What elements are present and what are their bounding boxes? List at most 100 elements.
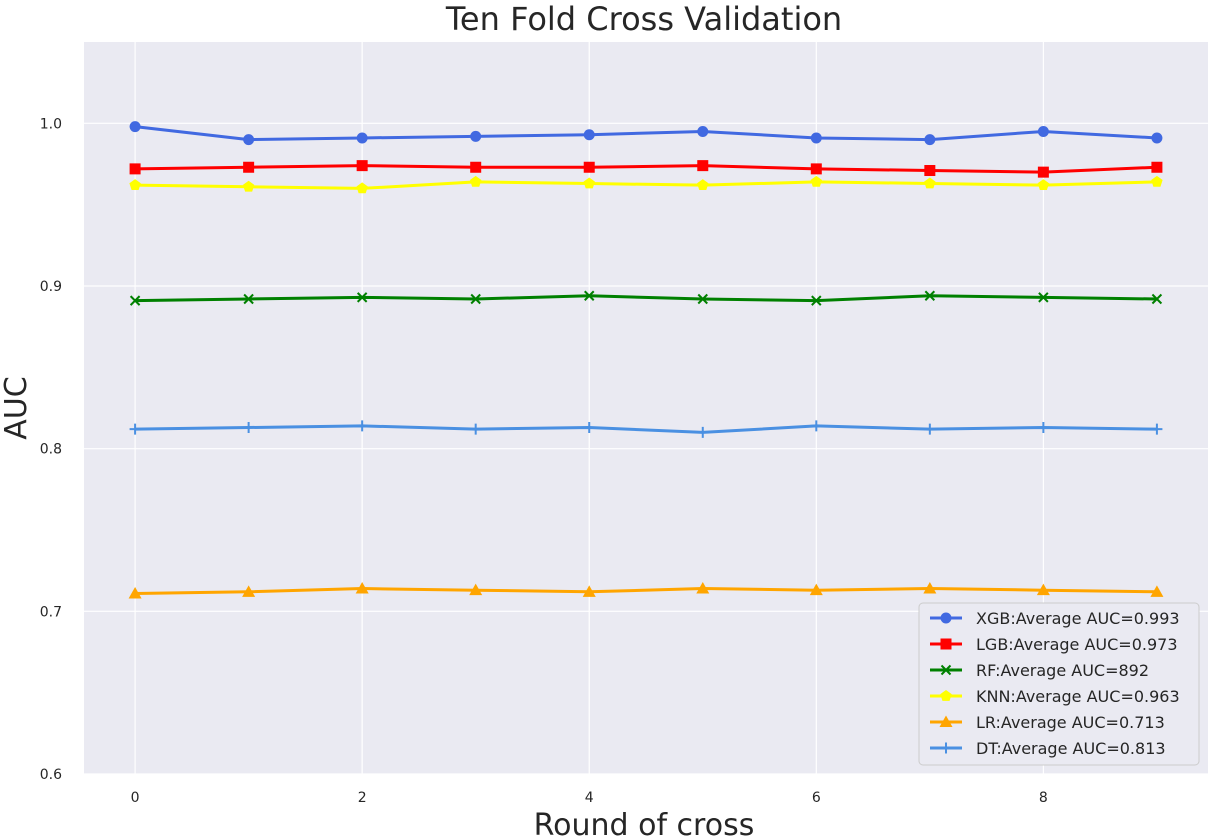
data-point <box>811 295 822 306</box>
data-point <box>583 422 595 434</box>
data-point <box>469 175 482 187</box>
data-point <box>810 420 822 432</box>
legend-marker <box>940 742 952 754</box>
data-point <box>924 177 936 189</box>
data-point <box>1151 293 1163 305</box>
series-line <box>135 587 1157 595</box>
data-point <box>470 423 482 435</box>
x-tick-labels: 0 2 4 6 8 <box>131 790 1048 806</box>
series-group <box>128 121 1164 599</box>
data-point <box>356 132 368 144</box>
y-tick-labels: 0.6 0.7 0.8 0.9 1.0 <box>40 116 62 783</box>
data-point <box>242 180 255 192</box>
data-point <box>1037 125 1049 137</box>
legend-entry: DT:Average AUC=0.813 <box>930 739 1166 758</box>
series-line <box>135 164 1157 174</box>
legend-label: XGB:Average AUC=0.993 <box>976 609 1180 628</box>
legend-entry: LGB:Average AUC=0.973 <box>930 635 1178 654</box>
legend-marker <box>940 612 952 624</box>
legend-box <box>918 602 1200 766</box>
legend-marker <box>940 638 952 650</box>
data-point <box>129 295 141 306</box>
data-point <box>129 121 141 133</box>
x-tick-label: 8 <box>1039 790 1048 806</box>
series-line <box>134 125 1157 142</box>
legend-label: LGB:Average AUC=0.973 <box>976 635 1178 654</box>
y-tick-label: 1.0 <box>40 116 62 132</box>
data-point <box>1150 585 1164 597</box>
data-point <box>924 423 936 435</box>
series-line <box>135 294 1157 303</box>
data-point <box>242 585 256 597</box>
data-point <box>470 130 482 142</box>
y-tick-label: 0.8 <box>40 442 62 458</box>
data-point <box>1036 583 1050 596</box>
data-point <box>583 129 595 141</box>
legend-entry: RF:Average AUC=892 <box>930 661 1149 680</box>
data-point <box>582 585 596 597</box>
legend-label: LR:Average AUC=0.713 <box>976 713 1165 732</box>
y-tick-label: 0.6 <box>40 767 62 783</box>
data-point <box>924 290 936 301</box>
data-point <box>469 583 483 596</box>
data-point <box>129 179 141 190</box>
legend-entry: KNN:Average AUC=0.963 <box>930 687 1180 706</box>
data-point <box>1151 423 1163 435</box>
legend-marker <box>939 715 953 727</box>
data-point <box>470 161 482 173</box>
series-4 <box>128 582 1164 599</box>
series-0 <box>129 121 1163 146</box>
legend-label: RF:Average AUC=892 <box>976 661 1149 680</box>
data-point <box>810 132 822 144</box>
data-point <box>356 292 368 303</box>
data-point <box>583 161 595 173</box>
data-point <box>243 422 255 434</box>
chart-title: Ten Fold Cross Validation <box>445 0 842 38</box>
data-point <box>1151 161 1163 173</box>
data-point <box>810 163 822 175</box>
data-point <box>356 160 368 172</box>
legend-label: DT:Average AUC=0.813 <box>976 739 1166 758</box>
data-point <box>924 134 936 146</box>
data-point <box>129 163 141 175</box>
data-point <box>128 586 142 599</box>
x-axis-label: Round of cross <box>534 808 755 840</box>
data-point <box>243 134 255 146</box>
x-tick-label: 0 <box>131 790 140 806</box>
data-point <box>584 290 595 301</box>
data-point <box>924 165 936 177</box>
series-2 <box>129 290 1163 306</box>
data-point <box>697 179 709 190</box>
data-point <box>696 582 710 594</box>
data-point <box>923 582 937 594</box>
data-point <box>697 426 709 438</box>
legend-entry: XGB:Average AUC=0.993 <box>930 609 1180 628</box>
data-point <box>697 293 708 305</box>
data-point <box>129 423 141 435</box>
data-point <box>810 175 823 187</box>
data-point <box>356 420 368 432</box>
y-tick-label: 0.7 <box>40 604 62 620</box>
legend-marker <box>940 690 952 701</box>
data-point <box>355 582 369 594</box>
series-5 <box>129 420 1163 438</box>
legend-marker <box>940 664 952 676</box>
data-point <box>583 177 595 189</box>
y-tick-label: 0.9 <box>40 279 62 295</box>
x-tick-label: 6 <box>812 790 821 806</box>
series-line <box>135 424 1157 434</box>
x-tick-label: 2 <box>358 790 367 806</box>
data-point <box>1037 422 1049 434</box>
series-line <box>135 180 1157 190</box>
data-point <box>1038 292 1049 303</box>
y-axis-label: AUC <box>0 376 34 439</box>
data-point <box>1037 166 1049 178</box>
legend-entry: LR:Average AUC=0.713 <box>930 713 1165 732</box>
x-tick-label: 4 <box>585 790 594 806</box>
data-point <box>243 161 255 173</box>
data-point <box>1151 132 1163 144</box>
data-point <box>809 583 823 596</box>
data-point <box>1151 175 1163 187</box>
legend: XGB:Average AUC=0.993 LGB:Average AUC=0.9… <box>918 602 1200 766</box>
